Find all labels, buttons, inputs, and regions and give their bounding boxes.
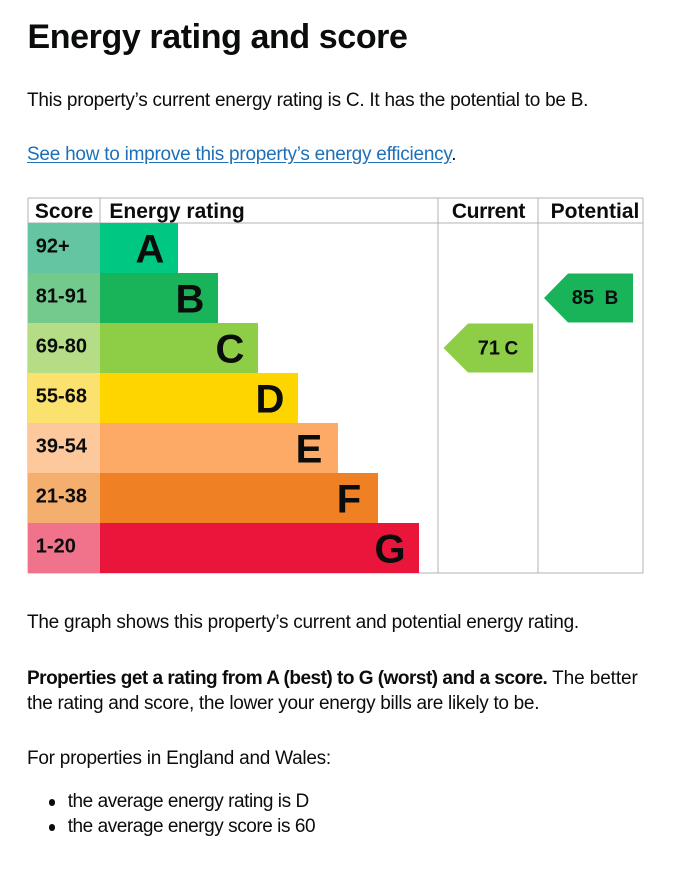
svg-text:D: D (256, 378, 285, 422)
svg-text:Energy rating: Energy rating (109, 200, 244, 223)
svg-text:21-38: 21-38 (36, 486, 87, 508)
svg-text:C: C (216, 328, 245, 372)
svg-text:1-20: 1-20 (36, 536, 76, 558)
svg-text:E: E (296, 428, 323, 472)
svg-text:Score: Score (35, 200, 93, 223)
svg-text:C: C (505, 338, 519, 359)
svg-text:71: 71 (478, 337, 500, 359)
svg-text:55-68: 55-68 (36, 386, 87, 408)
svg-text:F: F (337, 478, 361, 522)
svg-text:81-91: 81-91 (36, 286, 87, 308)
svg-text:92+: 92+ (36, 236, 70, 258)
svg-text:G: G (374, 528, 405, 572)
svg-text:85: 85 (572, 287, 594, 309)
svg-text:39-54: 39-54 (36, 436, 88, 458)
svg-text:B: B (605, 288, 619, 309)
svg-text:A: A (136, 228, 165, 272)
svg-text:Current: Current (452, 200, 525, 223)
svg-text:69-80: 69-80 (36, 336, 87, 358)
svg-text:Potential: Potential (551, 200, 640, 223)
svg-text:B: B (176, 278, 205, 322)
